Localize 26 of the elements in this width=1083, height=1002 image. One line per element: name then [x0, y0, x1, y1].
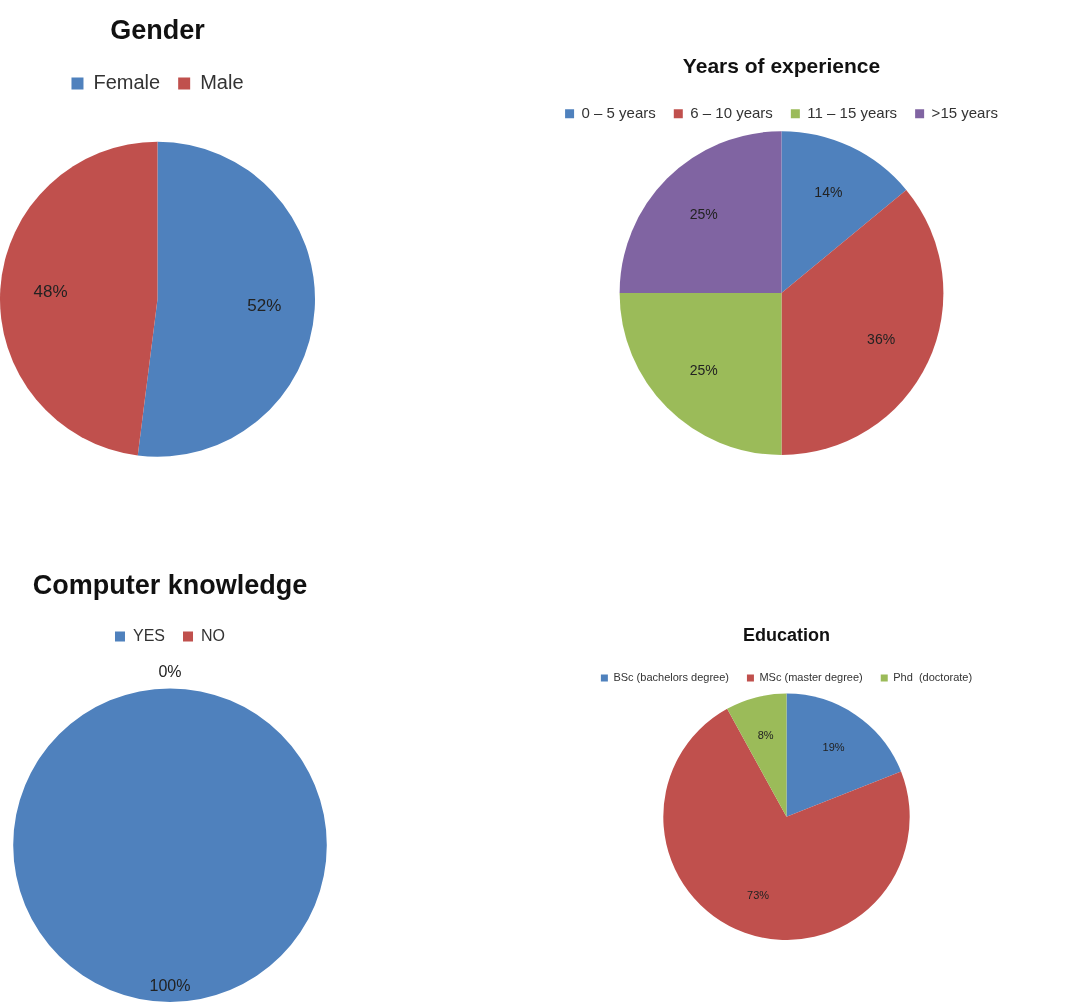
data-label: 19%: [822, 740, 845, 753]
legend-label: 0 – 5 years: [581, 103, 656, 121]
legend-label: 6 – 10 years: [690, 103, 773, 121]
data-label: 8%: [757, 728, 774, 741]
legend-label: NO: [201, 626, 226, 644]
data-label: 73%: [747, 888, 770, 901]
legend-label: BSc (bachelors degree): [613, 671, 729, 684]
legend-label: Male: [200, 70, 244, 93]
chart-title: Gender: [110, 14, 206, 45]
chart-title: Education: [742, 624, 831, 645]
legend-label: >15 years: [931, 103, 998, 121]
data-label: 36%: [867, 330, 896, 347]
legend-label: MSc (master degree): [759, 671, 863, 684]
text: 0%: [158, 662, 182, 680]
data-label: 14%: [814, 184, 843, 201]
chart-title: Years of experience: [682, 54, 881, 78]
data-label: 25%: [689, 206, 718, 223]
data-label: 100%: [149, 976, 191, 994]
chart-title: Computer knowledge: [32, 569, 308, 600]
data-label: 52%: [247, 295, 282, 315]
legend-label: Phd (doctorate): [893, 671, 973, 684]
data-label: 48%: [33, 282, 68, 302]
legend-label: 11 – 15 years: [807, 103, 898, 121]
legend-label: YES: [132, 626, 166, 644]
data-label: 25%: [689, 361, 718, 378]
legend-label: Female: [93, 70, 161, 93]
